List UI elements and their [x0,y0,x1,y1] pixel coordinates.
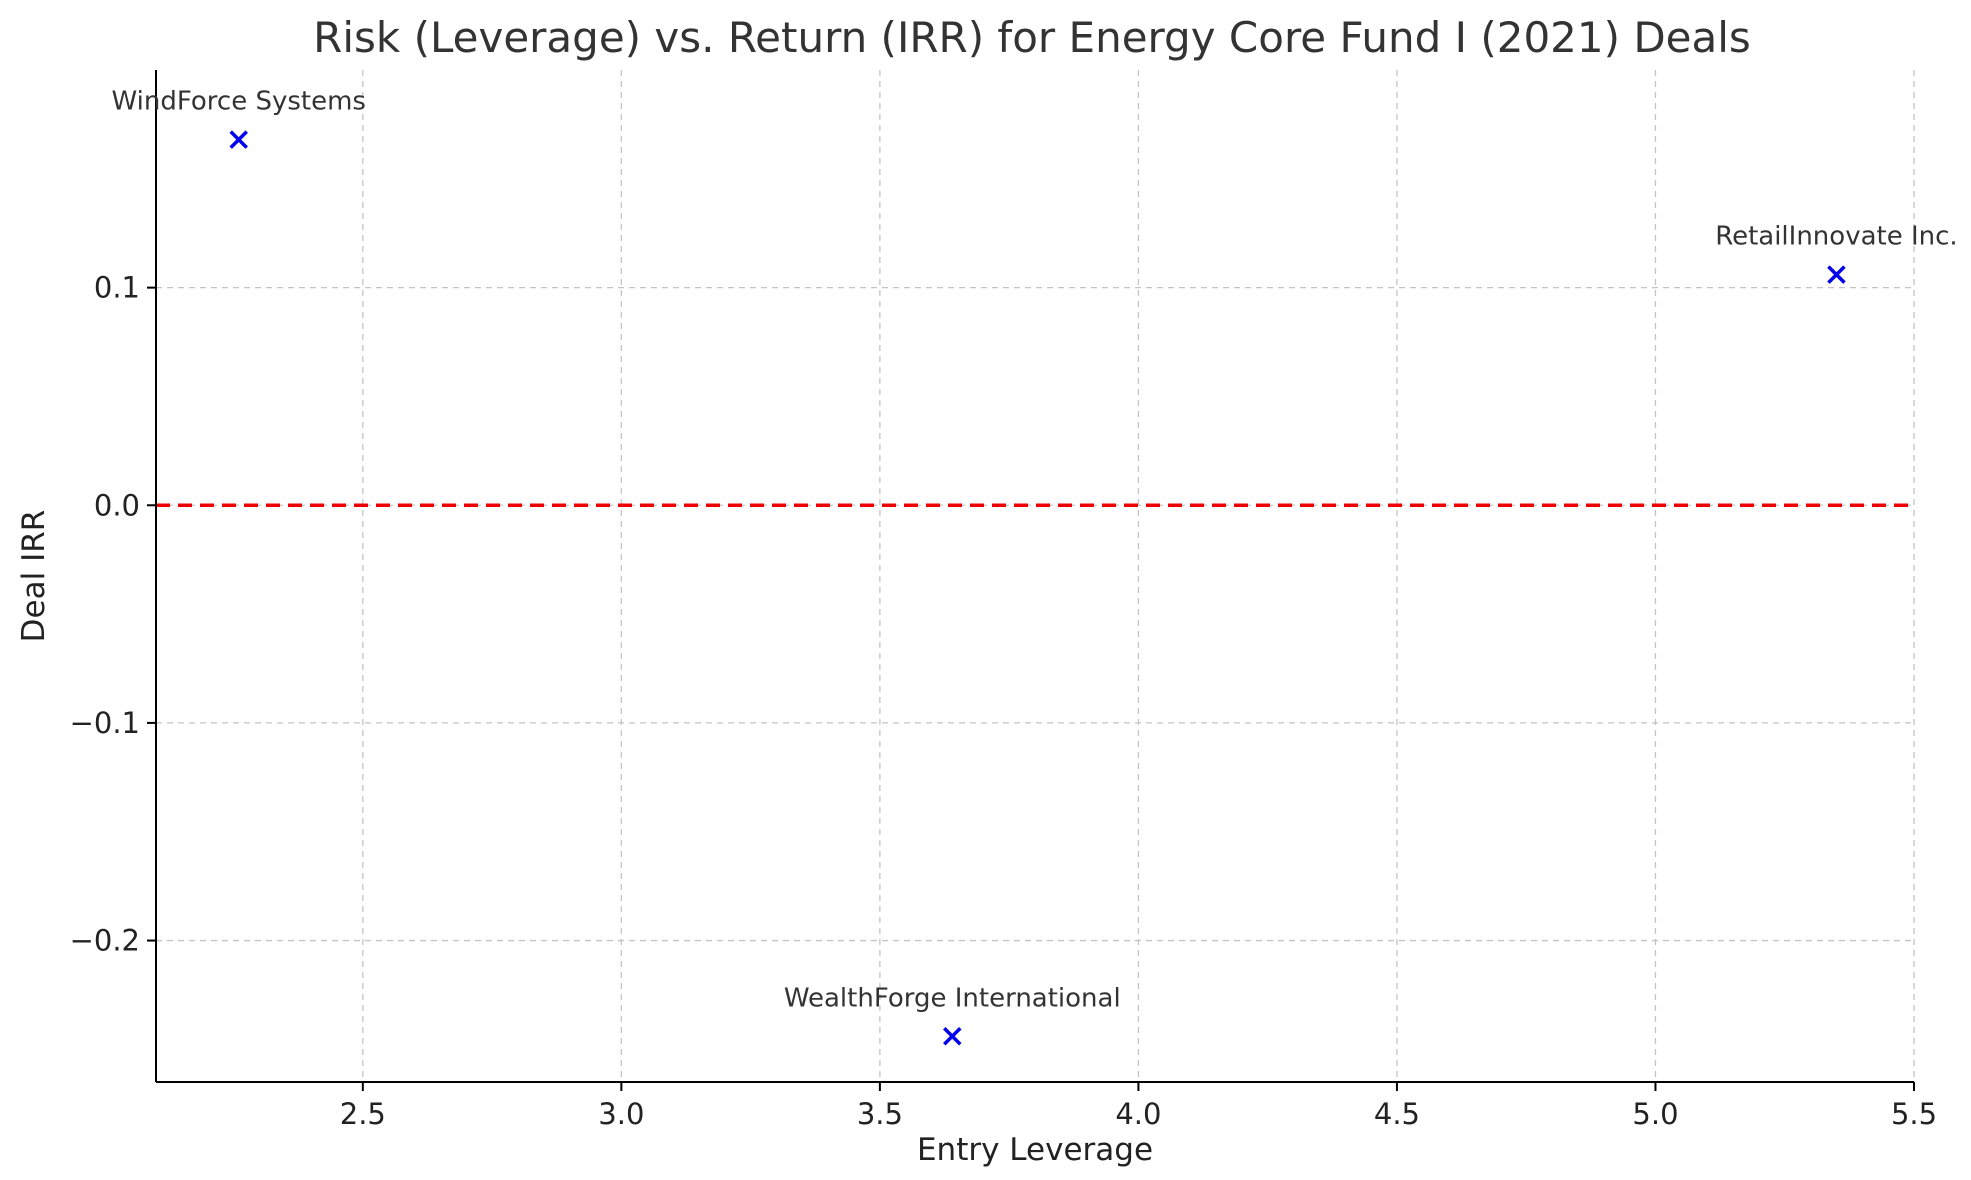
x-tick-label: 3.0 [598,1097,644,1131]
y-axis-label: Deal IRR [16,510,52,643]
x-axis-ticks: 2.5 3.0 3.5 4.0 4.5 5.0 5.5 [340,1082,1937,1131]
grid-lines [156,70,1915,1082]
x-tick-label: 5.5 [1891,1097,1937,1131]
point-label: RetailInnovate Inc. [1715,222,1957,252]
point-label: WealthForge International [784,983,1121,1013]
x-tick-label: 3.5 [857,1097,903,1131]
y-axis-ticks: 0.1 0.0 −0.1 −0.2 [70,271,156,958]
y-tick-label: 0.1 [94,271,140,305]
data-points: WindForce Systems RetailInnovate Inc. Weal… [112,87,1958,1046]
scatter-point [943,1027,962,1046]
y-tick-label: −0.2 [70,924,140,958]
y-tick-label: −0.1 [70,706,140,740]
y-tick-label: 0.0 [94,488,140,522]
x-tick-label: 4.0 [1115,1097,1161,1131]
point-label: WindForce Systems [112,87,366,117]
x-tick-label: 5.0 [1632,1097,1678,1131]
chart-title: Risk (Leverage) vs. Return (IRR) for Ene… [313,13,1751,62]
scatter-point [1827,265,1846,284]
x-tick-label: 4.5 [1374,1097,1420,1131]
x-tick-label: 2.5 [340,1097,386,1131]
scatter-point [229,130,248,149]
x-axis-label: Entry Leverage [917,1132,1153,1168]
